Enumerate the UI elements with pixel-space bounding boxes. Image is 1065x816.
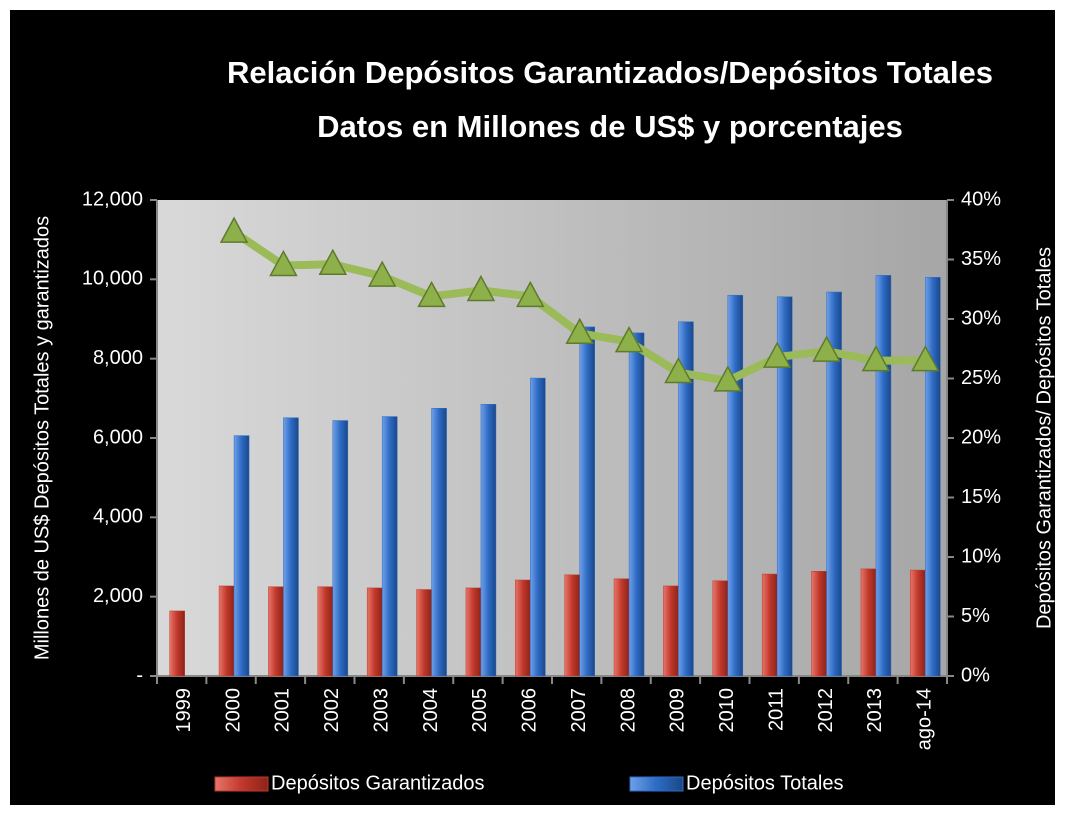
marker — [861, 345, 891, 372]
bar — [564, 574, 580, 677]
x-tick-label: 2013 — [864, 688, 886, 733]
chart-subtitle: Datos en Millones de US$ y porcentajes — [317, 109, 903, 144]
marker — [466, 274, 496, 302]
y2-tick-label: 35% — [961, 248, 1001, 270]
y-tick-label: 6,000 — [93, 426, 143, 448]
bar — [283, 417, 299, 677]
bar — [480, 404, 497, 677]
marker — [812, 335, 841, 362]
bar — [465, 587, 482, 677]
x-tick-label: 2008 — [617, 688, 639, 733]
x-tick-label: 2003 — [370, 688, 392, 733]
bar — [530, 377, 546, 677]
legend-label: Depósitos Totales — [686, 772, 844, 794]
marker — [565, 317, 594, 345]
x-tick-label: 2010 — [716, 688, 738, 733]
bar — [431, 408, 447, 677]
bar — [712, 580, 729, 677]
bar — [515, 579, 531, 677]
y2-tick-label: 0% — [961, 664, 990, 686]
bar — [776, 296, 793, 677]
bar — [925, 277, 941, 677]
x-tick-label: 2001 — [272, 688, 294, 733]
bar — [811, 571, 827, 677]
marker — [911, 345, 940, 372]
legend-label: Depósitos Garantizados — [271, 772, 484, 794]
x-tick-label: 1999 — [173, 688, 195, 733]
marker — [516, 280, 545, 308]
x-tick-label: 2012 — [815, 688, 837, 733]
marker — [219, 216, 249, 243]
bar — [233, 435, 250, 677]
bar — [910, 569, 926, 677]
bar — [317, 586, 334, 677]
marker — [664, 356, 693, 384]
x-tick-label: 2007 — [568, 688, 590, 733]
y-tick-label: 4,000 — [93, 506, 143, 528]
bar — [416, 589, 432, 677]
y-tick-label: - — [136, 664, 143, 686]
bar — [613, 578, 630, 677]
bar — [727, 294, 744, 677]
bar — [169, 610, 185, 677]
x-tick-label: 2009 — [667, 688, 689, 733]
y-tick-label: 2,000 — [93, 585, 143, 607]
marker — [269, 249, 298, 277]
bar — [860, 568, 877, 677]
x-tick-label: 2005 — [469, 688, 491, 733]
y2-tick-label: 15% — [961, 486, 1001, 508]
chart-title: Relación Depósitos Garantizados/Depósito… — [227, 55, 993, 90]
y2-tick-label: 40% — [961, 188, 1001, 210]
bar — [875, 275, 892, 677]
x-tick-label: 2004 — [420, 688, 442, 733]
marker — [713, 365, 743, 392]
y2-tick-label: 5% — [961, 605, 990, 627]
bar — [332, 420, 349, 677]
bar — [761, 573, 778, 677]
x-tick-label: ago-14 — [914, 688, 936, 750]
y-tick-label: 10,000 — [82, 268, 143, 290]
bar — [579, 326, 595, 677]
y-axis-label: Millones de US$ Depósitos Totales y gara… — [31, 216, 53, 660]
marker — [318, 248, 348, 276]
y-tick-label: 12,000 — [82, 188, 143, 210]
y2-tick-label: 30% — [961, 307, 1001, 329]
y2-tick-label: 10% — [961, 545, 1001, 567]
bar — [678, 321, 694, 677]
legend-swatch — [629, 776, 684, 792]
bar — [268, 586, 284, 677]
marker — [417, 280, 446, 308]
bar — [628, 332, 645, 677]
x-tick-label: 2000 — [222, 688, 244, 733]
y2-tick-label: 25% — [961, 367, 1001, 389]
y2-axis-label: Depósitos Garantizados/ Depósitos Totale… — [1033, 247, 1055, 629]
bar — [663, 585, 679, 677]
bar — [826, 291, 842, 677]
marker — [614, 326, 644, 353]
y-tick-label: 8,000 — [93, 347, 143, 369]
x-tick-label: 2002 — [321, 688, 343, 733]
x-tick-label: 2011 — [765, 688, 787, 731]
marker — [762, 341, 792, 368]
y2-tick-label: 20% — [961, 426, 1001, 448]
bar — [366, 587, 383, 677]
marker — [367, 260, 397, 287]
x-tick-label: 2006 — [519, 688, 541, 733]
bar — [218, 585, 235, 677]
bar — [381, 416, 398, 677]
legend-swatch — [214, 776, 269, 792]
